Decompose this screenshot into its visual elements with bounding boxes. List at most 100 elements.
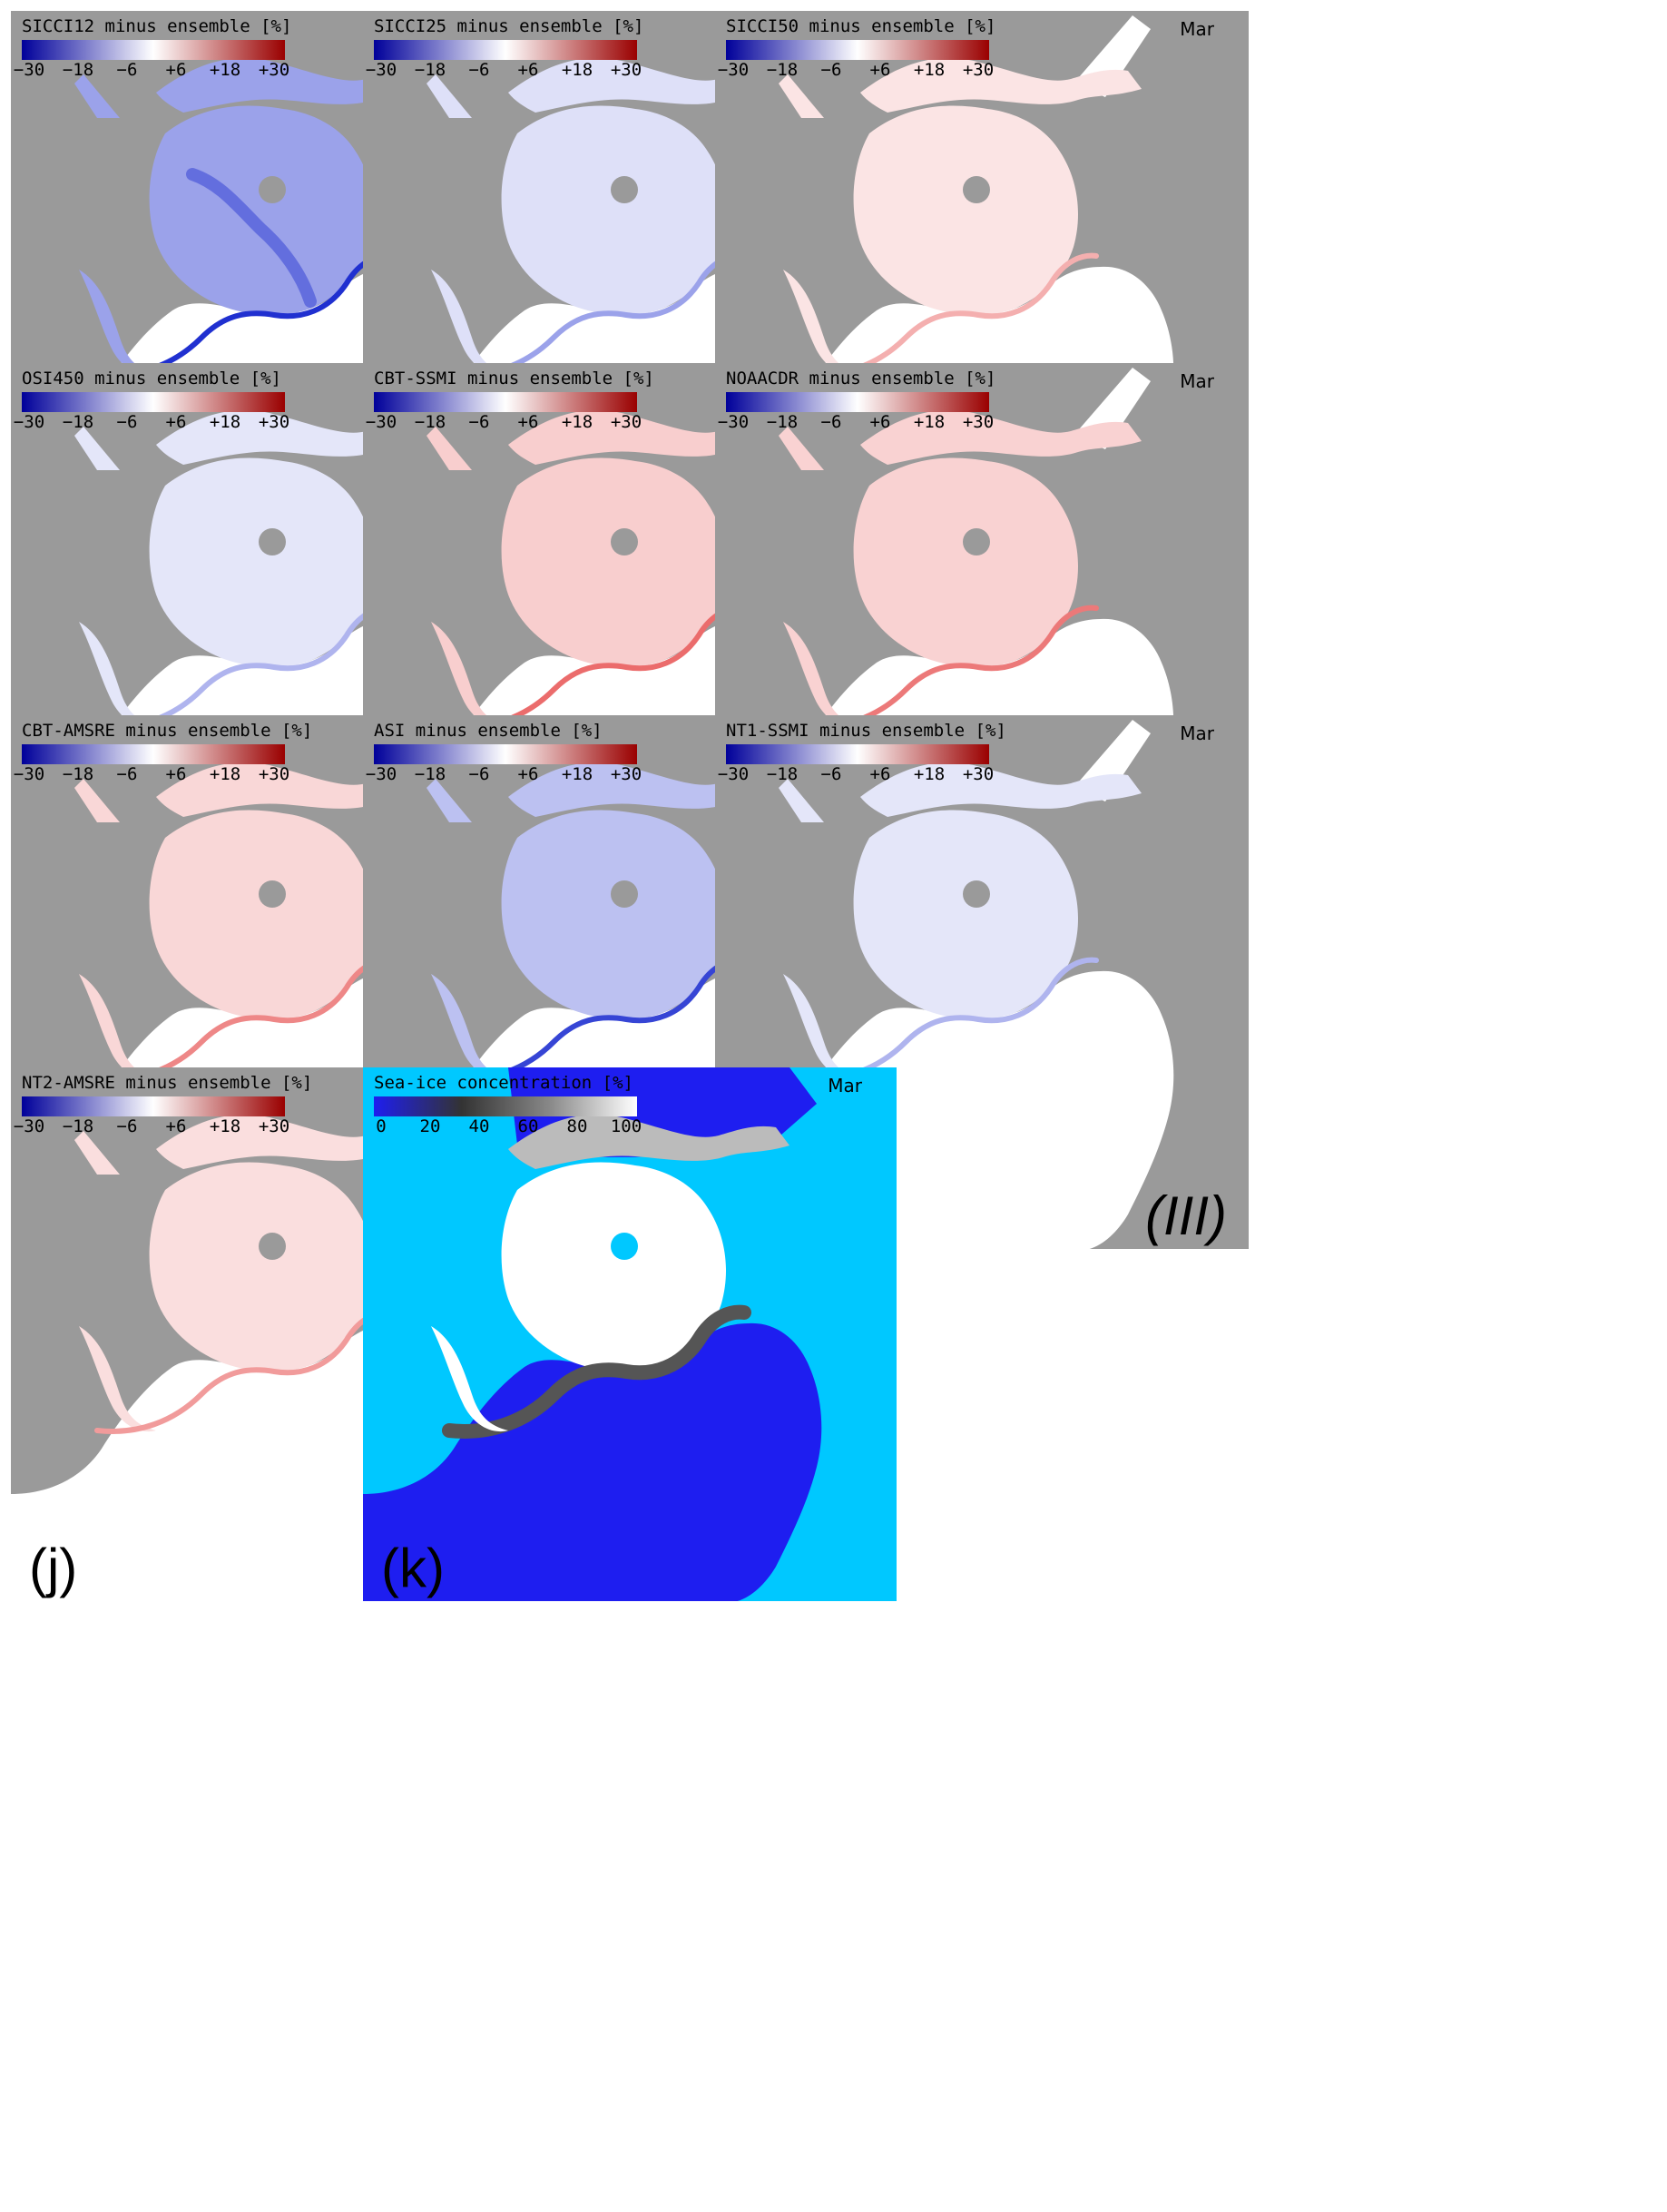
colorbar-gradient (22, 1096, 285, 1116)
colorbar-tick-label: −30 (13, 764, 45, 784)
colorbar-tick-label: +6 (165, 1116, 187, 1136)
colorbar-tick-label: +18 (561, 412, 593, 432)
colorbar (374, 392, 637, 412)
colorbar-gradient (374, 1096, 637, 1116)
colorbar-tick-label: +18 (209, 1116, 241, 1136)
panel-title: OSI450 minus ensemble [%] (22, 369, 281, 388)
colorbar-gradient (22, 392, 285, 412)
baffin-ice (783, 974, 860, 1080)
colorbar-tick-label: −6 (116, 764, 138, 784)
colorbar-tick-label: −30 (13, 412, 45, 432)
colorbar-gradient (726, 392, 989, 412)
colorbar-tick-label: −6 (468, 764, 490, 784)
colorbar-tick-label: −18 (766, 412, 799, 432)
hudson-ice (74, 779, 120, 822)
colorbar-tick-label: −18 (414, 764, 446, 784)
colorbar (374, 1096, 637, 1116)
colorbar (22, 40, 285, 60)
panel-title: NT2-AMSRE minus ensemble [%] (22, 1073, 313, 1093)
pack-ice (501, 1162, 726, 1372)
colorbar-ticks: −30 −18 −6 +6 +18 +30 (366, 764, 642, 788)
baffin-ice (79, 974, 156, 1080)
colorbar-tick-label: −18 (62, 764, 94, 784)
colorbar-tick-label: +30 (962, 60, 995, 80)
map-panel-k: Sea-ice concentration [%] Mar 0 20 40 60 80 100… (363, 1067, 897, 1601)
colorbar-tick-label: +18 (913, 412, 946, 432)
arctic-basin-ice (501, 457, 726, 668)
colorbar-tick-label: +6 (165, 60, 187, 80)
hudson-ice (779, 779, 824, 822)
baffin-ice (79, 270, 156, 376)
colorbar-ticks: −30 −18 −6 +6 +18 +30 (14, 60, 290, 84)
colorbar-tick-label: −18 (62, 60, 94, 80)
colorbar-ticks: 0 20 40 60 80 100 (370, 1116, 642, 1140)
colorbar-gradient (374, 40, 637, 60)
pole-hole (611, 176, 638, 203)
colorbar (22, 392, 285, 412)
arctic-basin-ice (501, 105, 726, 316)
panel-title: ASI minus ensemble [%] (374, 721, 603, 741)
arctic-basin-ice (149, 105, 374, 316)
hudson-ice (427, 779, 472, 822)
panel-title: SICCI50 minus ensemble [%] (726, 16, 996, 36)
colorbar-ticks: −30 −18 −6 +6 +18 +30 (718, 412, 995, 436)
colorbar-tick-label: 0 (376, 1116, 387, 1136)
colorbar-tick-label: +18 (209, 60, 241, 80)
colorbar-tick-label: −6 (820, 60, 842, 80)
colorbar-tick-label: −30 (365, 60, 397, 80)
hudson-ice (779, 74, 824, 118)
colorbar-tick-label: −6 (468, 60, 490, 80)
colorbar-gradient (374, 392, 637, 412)
baffin-ice (431, 270, 508, 376)
colorbar-tick-label: −18 (414, 60, 446, 80)
panel-title: SICCI25 minus ensemble [%] (374, 16, 644, 36)
pole-hole (963, 880, 990, 908)
colorbar (726, 40, 989, 60)
hudson-ice (74, 1131, 120, 1175)
colorbar-tick-label: −30 (13, 60, 45, 80)
colorbar (22, 744, 285, 764)
colorbar-tick-label: −18 (62, 1116, 94, 1136)
colorbar-ticks: −30 −18 −6 +6 +18 +30 (718, 764, 995, 788)
arctic-basin-ice (853, 457, 1078, 668)
colorbar-tick-label: −18 (766, 764, 799, 784)
arctic-basin-ice (149, 457, 374, 668)
colorbar-gradient (726, 40, 989, 60)
colorbar-tick-label: −30 (717, 764, 750, 784)
bias-streak (186, 168, 317, 308)
colorbar-tick-label: +18 (209, 764, 241, 784)
colorbar-tick-label: 40 (468, 1116, 490, 1136)
colorbar-tick-label: +6 (869, 412, 891, 432)
pole-hole (611, 528, 638, 555)
pole-hole (259, 880, 286, 908)
ice-edge-bias (94, 1309, 395, 1434)
panel-month: Mar (1180, 370, 1214, 392)
hudson-ice (74, 427, 120, 470)
colorbar (726, 392, 989, 412)
colorbar-ticks: −30 −18 −6 +6 +18 +30 (14, 412, 290, 436)
colorbar (22, 1096, 285, 1116)
colorbar-ticks: −30 −18 −6 +6 +18 +30 (366, 412, 642, 436)
colorbar-gradient (726, 744, 989, 764)
arctic-basin-ice (501, 810, 726, 1020)
colorbar-tick-label: +6 (517, 764, 539, 784)
baffin-ice (783, 622, 860, 728)
colorbar-tick-label: +18 (561, 60, 593, 80)
pole-hole (611, 880, 638, 908)
colorbar-tick-label: −30 (365, 764, 397, 784)
colorbar-tick-label: +18 (209, 412, 241, 432)
colorbar-tick-label: +6 (869, 764, 891, 784)
colorbar-tick-label: +6 (517, 412, 539, 432)
arctic-basin-ice (149, 810, 374, 1020)
colorbar-tick-label: +30 (610, 412, 642, 432)
pole-hole (963, 528, 990, 555)
colorbar-gradient (22, 40, 285, 60)
pole-hole (259, 1233, 286, 1260)
hudson-ice (779, 427, 824, 470)
colorbar-tick-label: −6 (116, 60, 138, 80)
colorbar-tick-label: +18 (913, 764, 946, 784)
panel-letter: (k) (381, 1538, 445, 1598)
colorbar-tick-label: +30 (258, 764, 290, 784)
panel-title: CBT-SSMI minus ensemble [%] (374, 369, 654, 388)
hudson-ice (427, 427, 472, 470)
